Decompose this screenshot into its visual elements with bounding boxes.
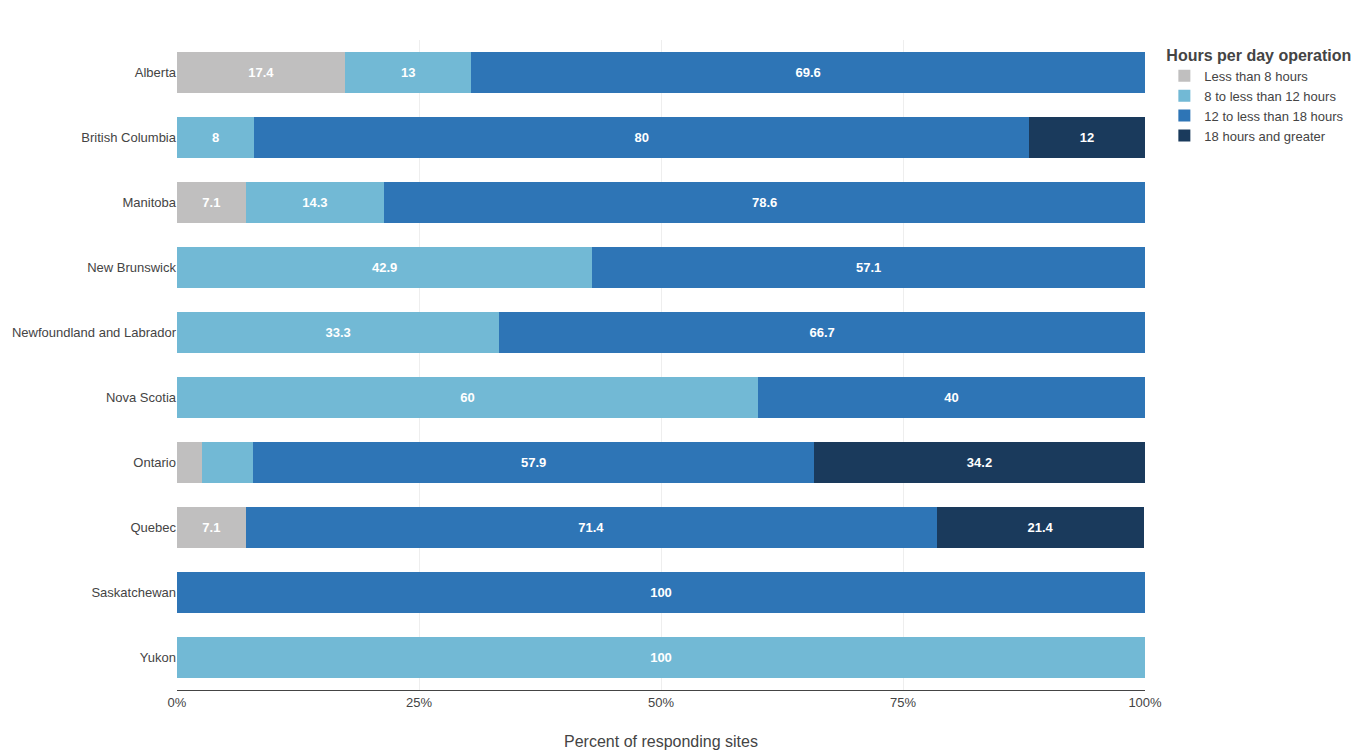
svg-text:34.2: 34.2 <box>967 455 992 470</box>
svg-text:Newfoundland and Labrador: Newfoundland and Labrador <box>12 325 177 340</box>
svg-text:Manitoba: Manitoba <box>123 195 177 210</box>
svg-text:Quebec: Quebec <box>130 520 176 535</box>
svg-text:60: 60 <box>460 390 474 405</box>
svg-text:57.1: 57.1 <box>856 260 881 275</box>
svg-text:66.7: 66.7 <box>810 325 835 340</box>
svg-text:25%: 25% <box>406 695 432 710</box>
svg-text:33.3: 33.3 <box>326 325 351 340</box>
svg-text:8: 8 <box>212 130 219 145</box>
svg-text:12: 12 <box>1080 130 1094 145</box>
svg-text:Hours per day operation: Hours per day operation <box>1166 47 1351 64</box>
svg-text:13: 13 <box>401 65 415 80</box>
svg-text:100: 100 <box>650 585 672 600</box>
svg-text:New Brunswick: New Brunswick <box>87 260 176 275</box>
svg-text:12 to less than 18 hours: 12 to less than 18 hours <box>1204 109 1343 124</box>
svg-text:40: 40 <box>944 390 958 405</box>
svg-text:Alberta: Alberta <box>135 65 177 80</box>
svg-text:78.6: 78.6 <box>752 195 777 210</box>
svg-text:17.4: 17.4 <box>248 65 274 80</box>
svg-text:Percent of responding sites: Percent of responding sites <box>564 733 758 750</box>
svg-text:8 to less than 12 hours: 8 to less than 12 hours <box>1204 89 1336 104</box>
svg-text:Nova Scotia: Nova Scotia <box>106 390 177 405</box>
svg-text:Saskatchewan: Saskatchewan <box>91 585 176 600</box>
svg-text:0%: 0% <box>168 695 187 710</box>
svg-text:100: 100 <box>650 650 672 665</box>
svg-text:British Columbia: British Columbia <box>81 130 176 145</box>
svg-text:7.1: 7.1 <box>202 195 220 210</box>
svg-text:14.3: 14.3 <box>302 195 327 210</box>
svg-text:69.6: 69.6 <box>795 65 820 80</box>
svg-text:18 hours and greater: 18 hours and greater <box>1204 129 1325 144</box>
svg-text:80: 80 <box>634 130 648 145</box>
svg-text:Less than 8 hours: Less than 8 hours <box>1204 69 1308 84</box>
svg-text:42.9: 42.9 <box>372 260 397 275</box>
svg-text:21.4: 21.4 <box>1027 520 1053 535</box>
svg-text:Ontario: Ontario <box>133 455 176 470</box>
svg-text:100%: 100% <box>1128 695 1162 710</box>
svg-text:75%: 75% <box>890 695 916 710</box>
svg-text:57.9: 57.9 <box>521 455 546 470</box>
svg-text:50%: 50% <box>648 695 674 710</box>
svg-text:7.1: 7.1 <box>202 520 220 535</box>
svg-text:Yukon: Yukon <box>140 650 176 665</box>
svg-text:71.4: 71.4 <box>578 520 604 535</box>
